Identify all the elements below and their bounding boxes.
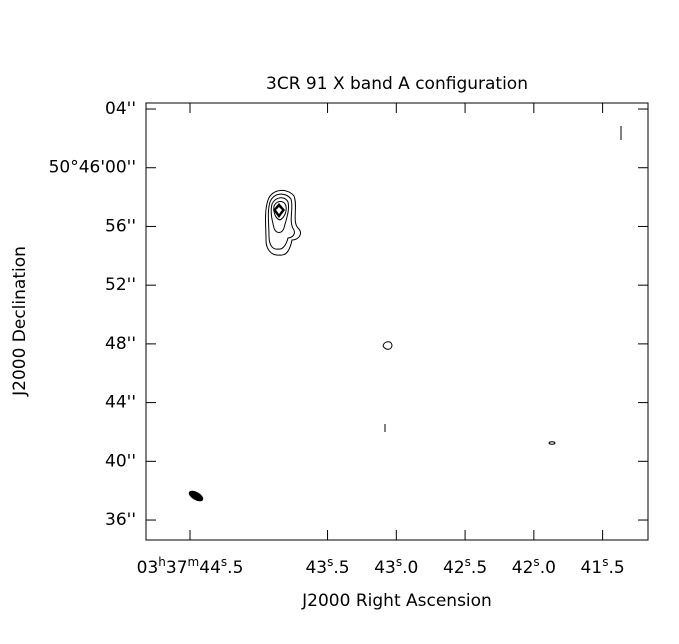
y-tick-label: 48'' [105, 334, 136, 354]
y-tick-label: 56'' [105, 216, 136, 236]
x-axis-label: J2000 Right Ascension [301, 591, 492, 611]
y-tick-label: 04'' [105, 99, 136, 119]
chart-title: 3CR 91 X band A configuration [266, 74, 528, 94]
y-tick-label: 52'' [105, 275, 136, 295]
y-tick-label: 40'' [105, 451, 136, 471]
beam [188, 490, 204, 502]
x-tick-label: 43s.0 [374, 555, 418, 579]
y-tick-label: 44'' [105, 393, 136, 413]
y-axis-label: J2000 Declination [10, 246, 30, 397]
contour [267, 193, 295, 250]
contour [265, 190, 301, 256]
contour [273, 201, 287, 221]
y-tick-label: 36'' [105, 510, 136, 530]
contour-peak [273, 203, 285, 218]
contour [382, 341, 393, 350]
contours [188, 126, 622, 502]
contour [270, 197, 289, 233]
x-tick-label: 43s.5 [305, 555, 349, 579]
x-tick-label: 03h37m44s.5 [137, 555, 244, 579]
x-tick-label: 42s.0 [512, 555, 556, 579]
contour [548, 441, 556, 445]
y-tick-label: 50°46'00'' [49, 158, 136, 178]
x-tick-label: 42s.5 [443, 555, 487, 579]
plot-frame [145, 102, 649, 541]
x-tick-label: 41s.5 [581, 555, 625, 579]
